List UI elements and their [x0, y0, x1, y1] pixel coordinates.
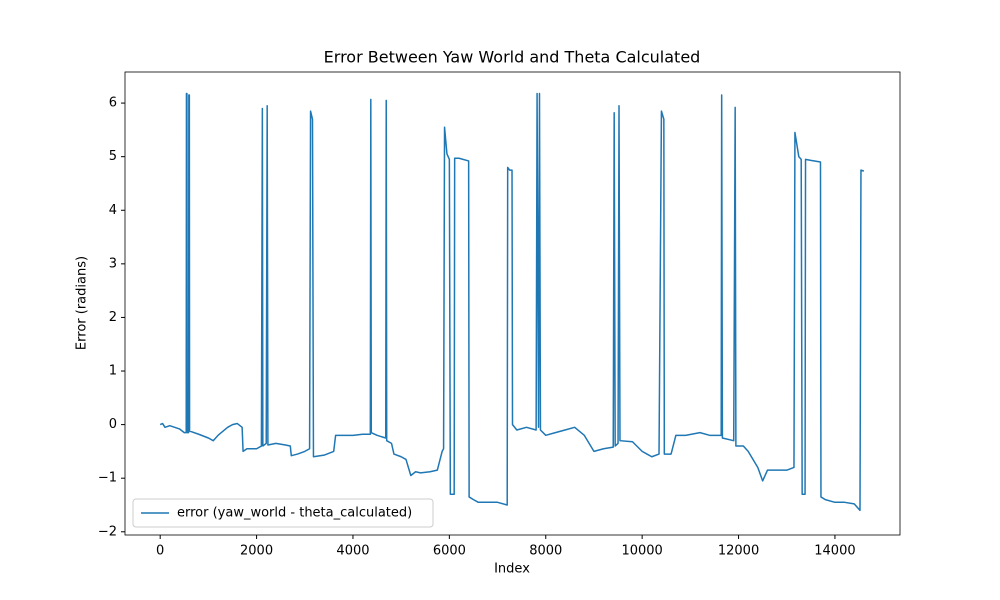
- y-tick-label: 5: [109, 149, 117, 164]
- x-tick-label: 8000: [529, 544, 562, 559]
- y-tick-label: 0: [109, 417, 117, 432]
- legend: error (yaw_world - theta_calculated): [132, 498, 434, 528]
- chart-title: Error Between Yaw World and Theta Calcul…: [324, 48, 701, 67]
- axes-frame: [124, 71, 901, 536]
- x-tick-label: 14000: [814, 544, 855, 559]
- legend-box: [132, 498, 434, 528]
- x-tick-label: 10000: [621, 544, 662, 559]
- x-tick-label: 4000: [336, 544, 369, 559]
- x-tick-label: 2000: [240, 544, 273, 559]
- x-axis-label: Index: [494, 562, 530, 577]
- y-tick-label: 2: [109, 310, 117, 325]
- x-tick-label: 12000: [718, 544, 759, 559]
- legend-label: error (yaw_world - theta_calculated): [177, 506, 412, 521]
- data-line: [159, 92, 865, 512]
- y-axis-label: Error (radians): [75, 256, 90, 350]
- y-tick-label: 3: [109, 256, 117, 271]
- y-tick-label: −2: [98, 524, 117, 539]
- y-tick-label: 6: [109, 96, 117, 111]
- y-tick-label: 4: [109, 203, 117, 218]
- x-tick-label: 0: [156, 544, 164, 559]
- x-tick-label: 6000: [433, 544, 466, 559]
- y-tick-label: 1: [109, 364, 117, 379]
- y-tick-label: −1: [98, 471, 117, 486]
